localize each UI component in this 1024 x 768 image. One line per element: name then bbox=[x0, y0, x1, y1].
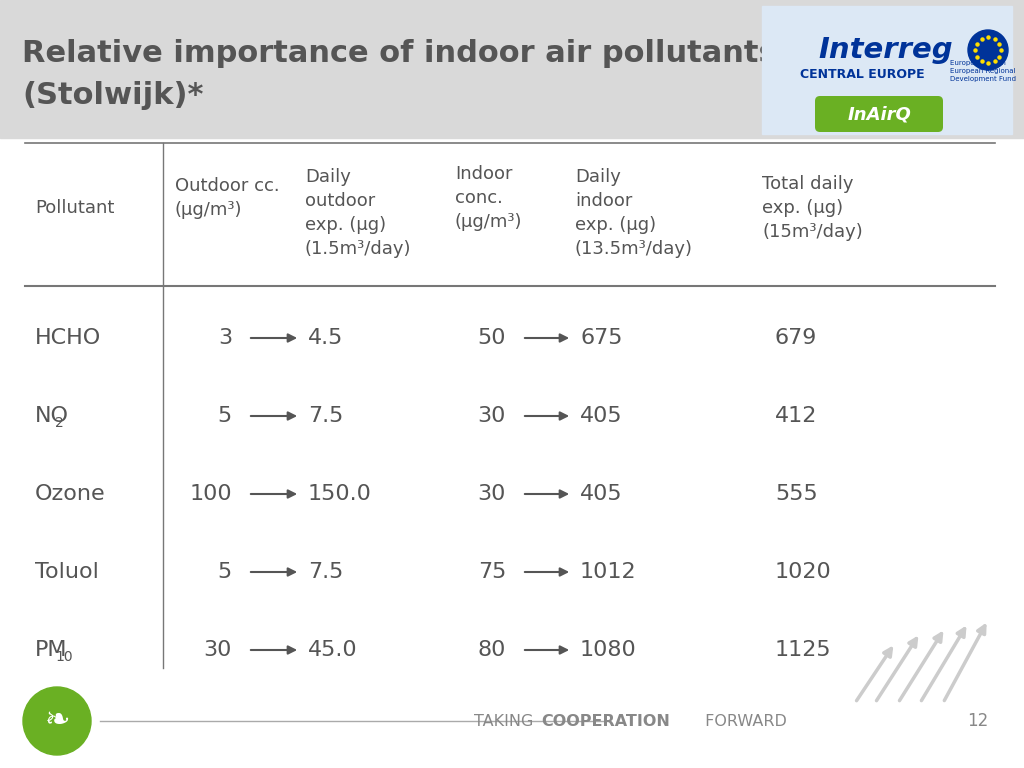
Text: 45.0: 45.0 bbox=[308, 640, 357, 660]
Circle shape bbox=[968, 30, 1008, 70]
Text: ❧: ❧ bbox=[44, 707, 70, 736]
Text: Daily
outdoor
exp. (μg)
(1.5m³/day): Daily outdoor exp. (μg) (1.5m³/day) bbox=[305, 167, 412, 259]
Text: 4.5: 4.5 bbox=[308, 328, 343, 348]
Text: Total daily
exp. (μg)
(15m³/day): Total daily exp. (μg) (15m³/day) bbox=[762, 174, 863, 241]
Text: (Stolwijk)*: (Stolwijk)* bbox=[22, 81, 204, 111]
Text: 5: 5 bbox=[218, 406, 232, 426]
Text: InAirQ: InAirQ bbox=[847, 105, 911, 123]
Text: 12: 12 bbox=[968, 712, 988, 730]
Text: 1125: 1125 bbox=[775, 640, 831, 660]
Text: 150.0: 150.0 bbox=[308, 484, 372, 504]
Text: 7.5: 7.5 bbox=[308, 406, 343, 426]
Text: HCHO: HCHO bbox=[35, 328, 101, 348]
Text: Ozone: Ozone bbox=[35, 484, 105, 504]
Text: PM: PM bbox=[35, 640, 68, 660]
Bar bbox=[762, 6, 1012, 134]
Text: 1012: 1012 bbox=[580, 562, 637, 582]
Text: Pollutant: Pollutant bbox=[35, 199, 115, 217]
Text: European Union
European Regional
Development Fund: European Union European Regional Develop… bbox=[950, 61, 1016, 81]
Text: Relative importance of indoor air pollutants: Relative importance of indoor air pollut… bbox=[22, 38, 777, 68]
Text: NO: NO bbox=[35, 406, 69, 426]
Text: Interreg: Interreg bbox=[818, 36, 952, 64]
Text: 5: 5 bbox=[218, 562, 232, 582]
Text: 7.5: 7.5 bbox=[308, 562, 343, 582]
Text: 75: 75 bbox=[477, 562, 506, 582]
Text: 1080: 1080 bbox=[580, 640, 637, 660]
Text: Daily
indoor
exp. (μg)
(13.5m³/day): Daily indoor exp. (μg) (13.5m³/day) bbox=[575, 167, 693, 259]
Text: 2: 2 bbox=[55, 416, 63, 430]
Bar bbox=[0, 0, 1024, 138]
Text: 100: 100 bbox=[189, 484, 232, 504]
Text: 405: 405 bbox=[580, 406, 623, 426]
Text: COOPERATION: COOPERATION bbox=[541, 713, 670, 729]
Text: 405: 405 bbox=[580, 484, 623, 504]
Text: 30: 30 bbox=[204, 640, 232, 660]
Text: 50: 50 bbox=[477, 328, 506, 348]
Text: 679: 679 bbox=[775, 328, 817, 348]
Text: 675: 675 bbox=[580, 328, 623, 348]
Text: Outdoor cc.
(μg/m³): Outdoor cc. (μg/m³) bbox=[175, 177, 280, 219]
Text: TAKING: TAKING bbox=[473, 713, 538, 729]
Text: 80: 80 bbox=[477, 640, 506, 660]
Text: 412: 412 bbox=[775, 406, 817, 426]
Text: FORWARD: FORWARD bbox=[700, 713, 786, 729]
FancyBboxPatch shape bbox=[815, 96, 943, 132]
Text: 30: 30 bbox=[477, 484, 506, 504]
Text: 30: 30 bbox=[477, 406, 506, 426]
Text: 10: 10 bbox=[55, 650, 73, 664]
Text: 555: 555 bbox=[775, 484, 818, 504]
Text: Indoor
conc.
(μg/m³): Indoor conc. (μg/m³) bbox=[455, 164, 522, 231]
Circle shape bbox=[23, 687, 91, 755]
Text: CENTRAL EUROPE: CENTRAL EUROPE bbox=[800, 68, 925, 81]
Text: 3: 3 bbox=[218, 328, 232, 348]
Text: Toluol: Toluol bbox=[35, 562, 99, 582]
Text: 1020: 1020 bbox=[775, 562, 831, 582]
